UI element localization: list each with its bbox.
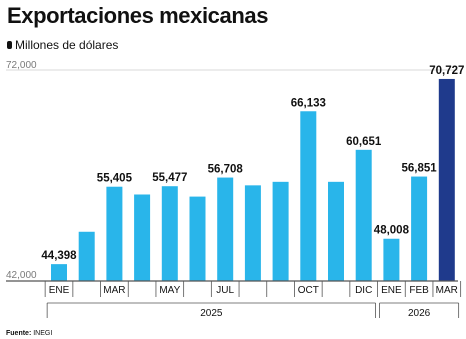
x-tick-label: FEB <box>409 285 429 296</box>
x-tick-label: MAY <box>159 285 180 296</box>
x-tick-label: ENE <box>381 285 402 296</box>
bar <box>411 176 428 281</box>
data-label: 60,651 <box>346 136 382 148</box>
y-tick-label: 72,000 <box>6 60 37 71</box>
bar <box>161 186 178 281</box>
y-tick-label: 42,000 <box>6 270 37 281</box>
x-tick-label: MAR <box>103 285 125 296</box>
source-note: Fuente: INEGI <box>6 330 52 337</box>
data-label: 55,477 <box>152 172 187 184</box>
data-label: 56,851 <box>402 163 438 175</box>
bar <box>300 111 317 282</box>
bar <box>328 181 344 281</box>
x-tick-label: JUL <box>216 285 234 296</box>
bar <box>217 177 234 281</box>
bar <box>438 78 455 281</box>
bar <box>189 196 206 281</box>
x-tick-label: ENE <box>49 285 70 296</box>
legend-bullet-icon <box>7 41 12 49</box>
bar <box>244 185 261 281</box>
source-value: INEGI <box>33 330 53 337</box>
x-tick-label: DIC <box>355 285 372 296</box>
data-label: 44,398 <box>41 250 77 262</box>
subtitle-text: Millones de dólares <box>15 38 119 52</box>
x-tick-label: OCT <box>298 285 319 296</box>
data-label: 48,008 <box>374 225 410 237</box>
data-label: 56,708 <box>208 164 244 176</box>
chart-title: Exportaciones mexicanas <box>7 3 269 28</box>
year-label: 2025 <box>200 308 223 319</box>
bar <box>355 149 372 281</box>
source-label: Fuente: <box>6 330 32 337</box>
data-label: 55,405 <box>97 173 133 185</box>
bar <box>78 231 95 281</box>
bar <box>134 194 151 281</box>
bar <box>51 264 67 281</box>
x-tick-label: MAR <box>436 285 458 296</box>
year-label: 2026 <box>408 308 431 319</box>
data-label: 66,133 <box>291 97 326 109</box>
bar <box>272 181 289 281</box>
data-label: 70,727 <box>429 65 464 77</box>
chart-subtitle: Millones de dólares <box>7 38 118 52</box>
bar <box>106 186 123 281</box>
bar <box>383 238 400 281</box>
